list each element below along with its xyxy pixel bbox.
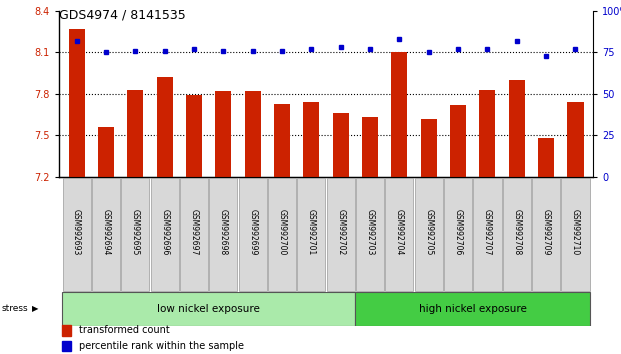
FancyBboxPatch shape [355,292,590,326]
Text: GSM992696: GSM992696 [160,209,169,256]
Text: GSM992706: GSM992706 [453,209,463,256]
Text: GSM992702: GSM992702 [336,209,345,255]
Text: high nickel exposure: high nickel exposure [419,304,527,314]
FancyBboxPatch shape [356,178,384,291]
Bar [61,325,71,336]
Text: ▶: ▶ [32,304,39,313]
Text: transformed count: transformed count [79,325,170,336]
Text: GSM992698: GSM992698 [219,209,228,255]
Text: GSM992705: GSM992705 [424,209,433,256]
Bar [479,90,496,177]
FancyBboxPatch shape [238,178,267,291]
Bar [303,102,319,177]
Bar [215,91,232,177]
Text: GSM992701: GSM992701 [307,209,316,255]
Text: GSM992695: GSM992695 [131,209,140,256]
Bar [156,77,173,177]
Text: GSM992708: GSM992708 [512,209,521,255]
Text: low nickel exposure: low nickel exposure [157,304,260,314]
FancyBboxPatch shape [297,178,325,291]
Text: GSM992707: GSM992707 [483,209,492,256]
FancyBboxPatch shape [532,178,560,291]
Text: GSM992693: GSM992693 [72,209,81,256]
FancyBboxPatch shape [209,178,237,291]
Text: percentile rank within the sample: percentile rank within the sample [79,341,244,352]
Bar [274,103,290,177]
FancyBboxPatch shape [502,178,531,291]
Bar [450,105,466,177]
Bar [509,80,525,177]
FancyBboxPatch shape [268,178,296,291]
Bar [98,127,114,177]
Text: GSM992710: GSM992710 [571,209,580,255]
Bar [186,95,202,177]
FancyBboxPatch shape [473,178,502,291]
FancyBboxPatch shape [180,178,208,291]
Text: GSM992700: GSM992700 [278,209,286,256]
Text: GSM992704: GSM992704 [395,209,404,256]
Bar [245,91,261,177]
Text: GSM992694: GSM992694 [101,209,111,256]
Bar [420,119,437,177]
Bar [362,118,378,177]
Bar [68,29,84,177]
Bar [61,341,71,352]
FancyBboxPatch shape [327,178,355,291]
Text: stress: stress [1,304,28,313]
Bar [333,113,349,177]
FancyBboxPatch shape [121,178,150,291]
Text: GSM992703: GSM992703 [366,209,374,256]
FancyBboxPatch shape [415,178,443,291]
Bar [127,90,143,177]
FancyBboxPatch shape [63,178,91,291]
Text: GSM992699: GSM992699 [248,209,257,256]
FancyBboxPatch shape [150,178,179,291]
Text: GDS4974 / 8141535: GDS4974 / 8141535 [59,9,186,22]
Bar [568,102,584,177]
Text: GSM992709: GSM992709 [542,209,551,256]
Text: GSM992697: GSM992697 [189,209,199,256]
FancyBboxPatch shape [62,292,355,326]
Bar [391,52,407,177]
FancyBboxPatch shape [444,178,472,291]
FancyBboxPatch shape [385,178,414,291]
FancyBboxPatch shape [561,178,589,291]
Bar [538,138,554,177]
FancyBboxPatch shape [92,178,120,291]
